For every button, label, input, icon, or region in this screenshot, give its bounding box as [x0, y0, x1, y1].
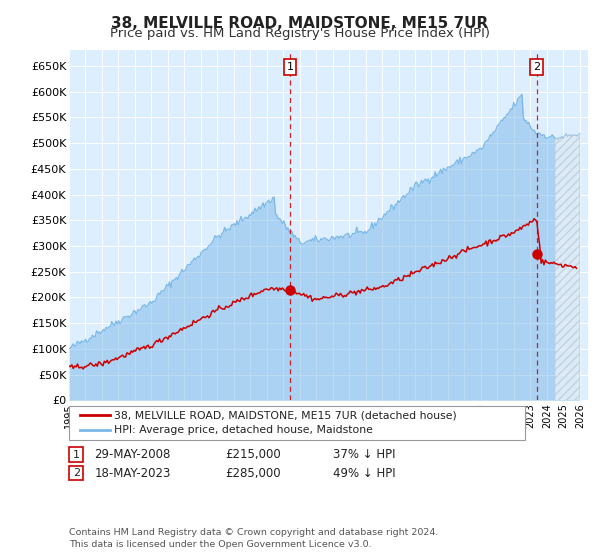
Text: 1: 1 — [73, 450, 80, 460]
Text: £285,000: £285,000 — [225, 466, 281, 480]
Text: 37% ↓ HPI: 37% ↓ HPI — [333, 448, 395, 461]
Text: 38, MELVILLE ROAD, MAIDSTONE, ME15 7UR (detached house): 38, MELVILLE ROAD, MAIDSTONE, ME15 7UR (… — [114, 410, 457, 421]
Text: 29-MAY-2008: 29-MAY-2008 — [94, 448, 170, 461]
Text: 18-MAY-2023: 18-MAY-2023 — [94, 466, 170, 480]
Text: 38, MELVILLE ROAD, MAIDSTONE, ME15 7UR: 38, MELVILLE ROAD, MAIDSTONE, ME15 7UR — [112, 16, 488, 31]
Text: 2: 2 — [533, 62, 540, 72]
Text: 1: 1 — [286, 62, 293, 72]
Text: Contains HM Land Registry data © Crown copyright and database right 2024.
This d: Contains HM Land Registry data © Crown c… — [69, 528, 439, 549]
Text: 2: 2 — [73, 468, 80, 478]
Text: 49% ↓ HPI: 49% ↓ HPI — [333, 466, 395, 480]
Text: Price paid vs. HM Land Registry's House Price Index (HPI): Price paid vs. HM Land Registry's House … — [110, 27, 490, 40]
Text: £215,000: £215,000 — [225, 448, 281, 461]
Text: HPI: Average price, detached house, Maidstone: HPI: Average price, detached house, Maid… — [114, 425, 373, 435]
